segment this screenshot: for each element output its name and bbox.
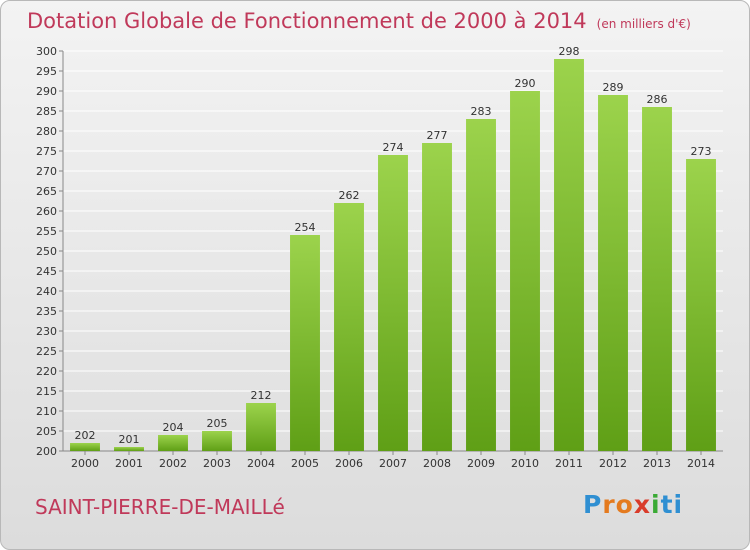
x-tick-label: 2011 — [555, 457, 583, 470]
bar-value-label: 262 — [339, 189, 360, 202]
bar-value-label: 286 — [647, 93, 668, 106]
y-tick-label: 265 — [36, 185, 57, 198]
logo-letter: i — [651, 490, 661, 519]
logo-letter: t — [660, 490, 674, 519]
y-tick-label: 290 — [36, 85, 57, 98]
bar — [686, 159, 716, 451]
logo-letter: i — [673, 490, 684, 519]
x-tick-label: 2010 — [511, 457, 539, 470]
bar-value-label: 205 — [207, 417, 228, 430]
y-tick-label: 275 — [36, 145, 57, 158]
bar — [158, 435, 188, 451]
y-tick-label: 210 — [36, 405, 57, 418]
bar-value-label: 298 — [559, 45, 580, 58]
bar — [378, 155, 408, 451]
logo-letter: r — [602, 490, 616, 519]
x-tick-label: 2013 — [643, 457, 671, 470]
bar — [554, 59, 584, 451]
x-tick-label: 2008 — [423, 457, 451, 470]
y-tick-label: 215 — [36, 385, 57, 398]
x-tick-label: 2014 — [687, 457, 715, 470]
bar-value-label: 204 — [163, 421, 184, 434]
y-tick-label: 230 — [36, 325, 57, 338]
chart-title: Dotation Globale de Fonctionnement de 20… — [27, 9, 587, 33]
x-tick-label: 2007 — [379, 457, 407, 470]
x-tick-label: 2004 — [247, 457, 275, 470]
x-tick-label: 2001 — [115, 457, 143, 470]
bar — [510, 91, 540, 451]
y-tick-label: 280 — [36, 125, 57, 138]
y-tick-label: 250 — [36, 245, 57, 258]
y-tick-label: 295 — [36, 65, 57, 78]
bar-value-label: 201 — [119, 433, 140, 446]
y-tick-label: 200 — [36, 445, 57, 458]
x-tick-label: 2009 — [467, 457, 495, 470]
y-tick-label: 235 — [36, 305, 57, 318]
y-tick-label: 270 — [36, 165, 57, 178]
y-tick-label: 300 — [36, 45, 57, 58]
proxiti-logo: Proxiti — [583, 490, 683, 519]
bar — [70, 443, 100, 451]
bar — [202, 431, 232, 451]
y-tick-label: 240 — [36, 285, 57, 298]
bar — [422, 143, 452, 451]
x-tick-label: 2003 — [203, 457, 231, 470]
y-tick-label: 260 — [36, 205, 57, 218]
x-tick-label: 2000 — [71, 457, 99, 470]
bar-value-label: 202 — [75, 429, 96, 442]
bar-value-label: 274 — [383, 141, 404, 154]
y-tick-label: 245 — [36, 265, 57, 278]
bar-value-label: 212 — [251, 389, 272, 402]
bar-value-label: 273 — [691, 145, 712, 158]
logo-letter: o — [615, 490, 634, 519]
y-tick-label: 205 — [36, 425, 57, 438]
bar — [114, 447, 144, 451]
y-tick-label: 220 — [36, 365, 57, 378]
logo-letter: P — [583, 490, 603, 519]
x-tick-label: 2006 — [335, 457, 363, 470]
bar — [642, 107, 672, 451]
x-tick-label: 2005 — [291, 457, 319, 470]
bar-value-label: 254 — [295, 221, 316, 234]
bar — [334, 203, 364, 451]
y-tick-label: 225 — [36, 345, 57, 358]
chart-subtitle: (en milliers d'€) — [596, 17, 691, 31]
bar — [466, 119, 496, 451]
bar-value-label: 289 — [603, 81, 624, 94]
logo-letter: x — [633, 490, 651, 519]
bar-value-label: 290 — [515, 77, 536, 90]
y-tick-label: 285 — [36, 105, 57, 118]
y-tick-label: 255 — [36, 225, 57, 238]
bar — [290, 235, 320, 451]
x-tick-label: 2012 — [599, 457, 627, 470]
commune-name: SAINT-PIERRE-DE-MAILLé — [35, 495, 285, 519]
bar — [246, 403, 276, 451]
bar — [598, 95, 628, 451]
bar-value-label: 277 — [427, 129, 448, 142]
x-tick-label: 2002 — [159, 457, 187, 470]
title-row: Dotation Globale de Fonctionnement de 20… — [27, 9, 691, 33]
bar-value-label: 283 — [471, 105, 492, 118]
